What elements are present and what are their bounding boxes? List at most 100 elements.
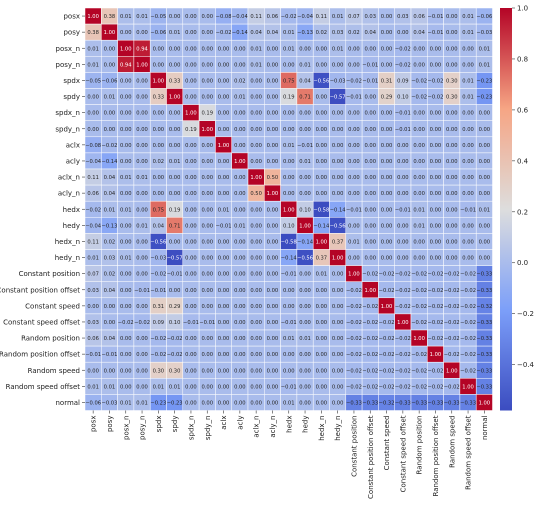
cell-value-label: −0.02 — [362, 352, 378, 358]
cell-value-label: −0.02 — [460, 368, 476, 374]
cell-value-label: −0.02 — [411, 95, 427, 101]
cell-value-label: 0.00 — [381, 256, 393, 262]
cell-value-label: −0.02 — [395, 46, 411, 52]
x-tick-label: spdx_n — [187, 416, 195, 441]
y-tick-label: aclx — [66, 141, 80, 149]
cell-value-label: 0.00 — [185, 46, 197, 52]
cell-value-label: 0.00 — [136, 256, 148, 262]
cell-value-label: 0.01 — [104, 95, 116, 101]
cell-value-label: 0.00 — [299, 111, 311, 117]
cell-value-label: 0.00 — [364, 143, 376, 149]
x-tick-label: Constant position offset — [367, 415, 375, 499]
cell-value-label: −0.02 — [216, 30, 232, 36]
cell-value-label: −0.02 — [346, 384, 362, 390]
cell-value-label: 0.00 — [283, 304, 295, 310]
cell-value-label: 0.00 — [250, 352, 262, 358]
cell-value-label: 0.00 — [462, 256, 474, 262]
cell-value-label: 0.00 — [169, 239, 181, 245]
cell-value-label: −0.02 — [346, 352, 362, 358]
cell-value-label: −0.02 — [395, 62, 411, 68]
cell-value-label: 0.00 — [153, 175, 165, 181]
x-tick-label: hedx_n — [318, 416, 326, 441]
cell-value-label: 0.01 — [332, 46, 344, 52]
cell-value-label: −0.14 — [101, 159, 118, 165]
cell-value-label: 0.00 — [104, 46, 116, 52]
cell-value-label: 0.00 — [267, 111, 279, 117]
y-tick-label: posy_n — [56, 61, 80, 69]
cell-value-label: 0.00 — [234, 368, 246, 374]
cell-value-label: 0.71 — [299, 95, 311, 101]
cell-value-label: −0.01 — [281, 384, 297, 390]
cell-value-label: 1.00 — [267, 191, 279, 197]
cell-value-label: 0.00 — [234, 288, 246, 294]
cell-value-label: 0.00 — [218, 384, 230, 390]
cell-value-label: 0.01 — [316, 272, 328, 278]
cell-value-label: 0.00 — [218, 304, 230, 310]
cell-value-label: 0.29 — [381, 95, 393, 101]
cell-value-label: 0.00 — [185, 62, 197, 68]
cell-value-label: 1.00 — [218, 143, 230, 149]
cell-value-label: 0.00 — [218, 159, 230, 165]
cell-value-label: 0.00 — [283, 368, 295, 374]
y-tick-label: spdy_n — [55, 125, 80, 133]
cell-value-label: 1.00 — [250, 175, 262, 181]
cell-value-label: −0.02 — [85, 207, 101, 213]
cell-value-label: 0.00 — [364, 239, 376, 245]
cell-value-label: 0.38 — [87, 30, 99, 36]
cell-value-label: 0.29 — [169, 304, 181, 310]
cell-value-label: −0.02 — [134, 320, 150, 326]
cell-value-label: −0.02 — [427, 368, 443, 374]
cell-value-label: 0.01 — [169, 30, 181, 36]
cell-value-label: −0.08 — [216, 14, 232, 20]
cell-value-label: 0.00 — [348, 256, 360, 262]
cell-value-label: 0.00 — [185, 14, 197, 20]
cell-value-label: 0.00 — [104, 320, 116, 326]
cell-value-label: 0.06 — [87, 336, 99, 342]
cell-value-label: 0.00 — [201, 239, 213, 245]
cell-value-label: 0.00 — [267, 127, 279, 133]
cell-value-label: 0.02 — [234, 78, 246, 84]
cell-value-label: 0.06 — [413, 14, 425, 20]
cell-value-label: 0.00 — [185, 207, 197, 213]
x-tick-label: Constant position — [350, 416, 358, 477]
cell-value-label: 0.00 — [462, 175, 474, 181]
colorbar-gradient — [500, 8, 512, 411]
cell-value-label: 0.00 — [87, 95, 99, 101]
cell-value-label: 0.00 — [283, 127, 295, 133]
cell-value-label: 0.03 — [332, 30, 344, 36]
cell-value-label: −0.02 — [379, 320, 395, 326]
x-tick-label: normal — [481, 415, 489, 440]
cell-value-label: 0.30 — [169, 368, 181, 374]
cell-value-label: 0.00 — [299, 288, 311, 294]
cell-value-label: 0.00 — [120, 304, 132, 310]
cell-value-label: 0.00 — [234, 111, 246, 117]
cell-value-label: −0.01 — [85, 352, 101, 358]
cell-value-label: −0.02 — [379, 288, 395, 294]
cell-value-label: 0.00 — [201, 191, 213, 197]
cell-value-label: 0.00 — [185, 272, 197, 278]
cell-value-label: 0.03 — [104, 256, 116, 262]
cell-value-label: 0.00 — [267, 288, 279, 294]
cell-value-label: 0.00 — [234, 239, 246, 245]
cell-value-label: −0.02 — [427, 272, 443, 278]
cell-value-label: 0.00 — [120, 239, 132, 245]
cell-value-label: 0.00 — [381, 191, 393, 197]
cell-value-label: 0.37 — [316, 256, 328, 262]
cell-value-label: −0.01 — [395, 127, 411, 133]
cell-value-label: 0.00 — [430, 46, 442, 52]
cell-value-label: 0.00 — [120, 111, 132, 117]
cell-value-label: −0.02 — [444, 352, 460, 358]
cell-value-label: 0.00 — [364, 95, 376, 101]
cell-value-label: 0.00 — [332, 175, 344, 181]
cell-value-label: 0.00 — [234, 191, 246, 197]
cell-value-label: 0.00 — [413, 239, 425, 245]
cell-value-label: 0.00 — [479, 191, 491, 197]
cell-value-label: 0.00 — [250, 368, 262, 374]
cell-value-label: 0.50 — [250, 191, 262, 197]
cell-value-label: 0.00 — [381, 223, 393, 229]
cell-value-label: 0.00 — [413, 256, 425, 262]
cell-value-label: −0.01 — [395, 207, 411, 213]
cell-value-label: 0.00 — [201, 384, 213, 390]
cell-value-label: 0.00 — [267, 46, 279, 52]
